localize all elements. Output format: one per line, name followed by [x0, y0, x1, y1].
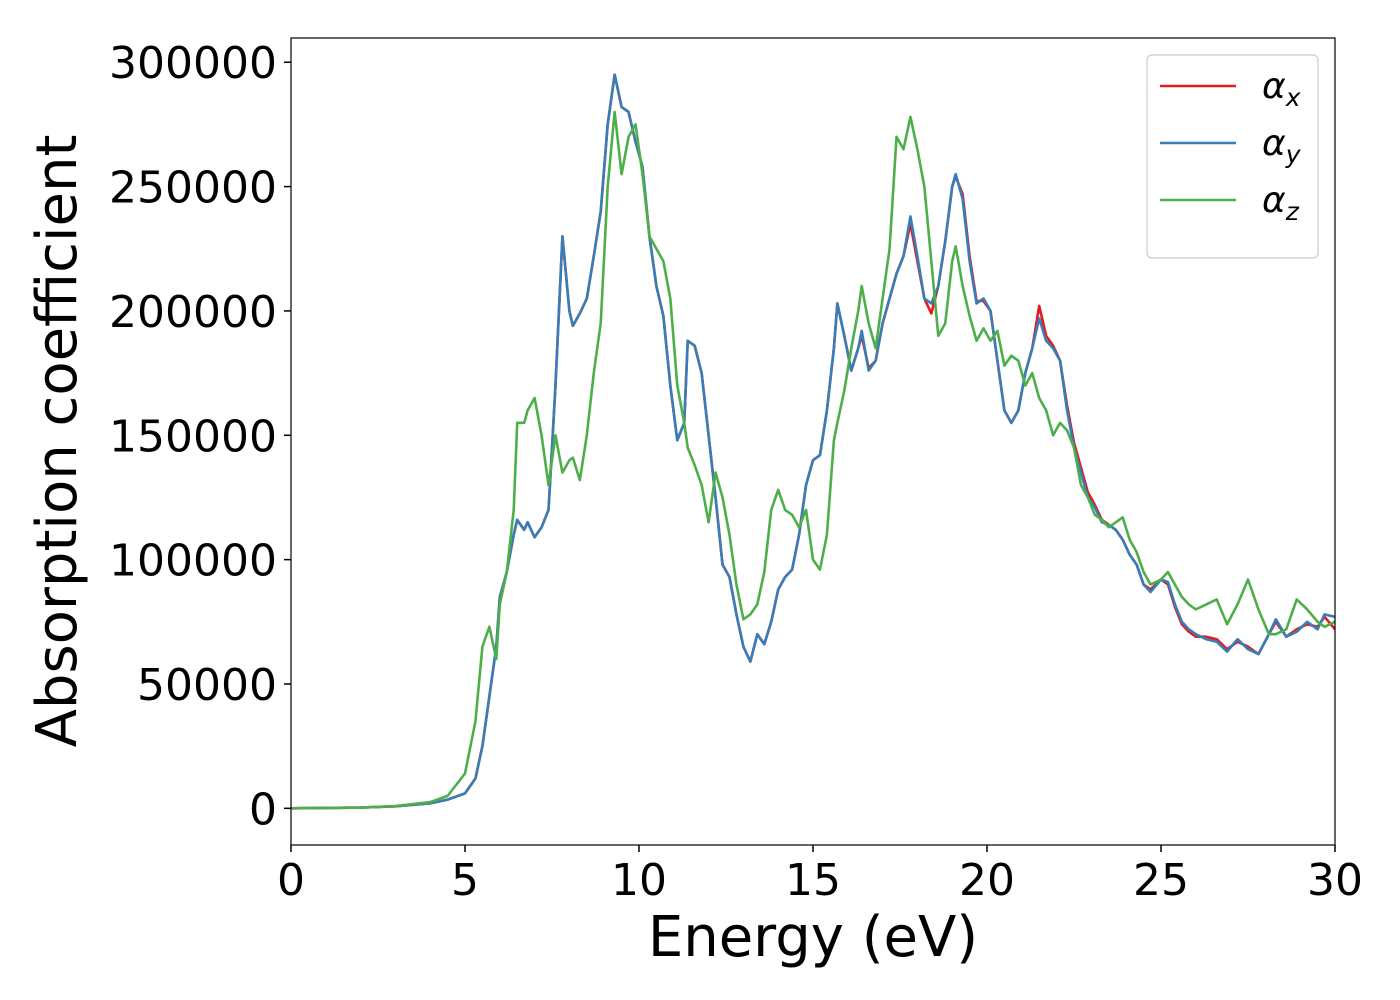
- x-tick-label: 5: [451, 855, 479, 906]
- series-line: [291, 110, 1335, 810]
- y-tick-label: 300000: [109, 38, 277, 89]
- x-tick-label: 0: [277, 855, 305, 906]
- plot-frame: [290, 37, 1336, 846]
- legend-label: αy: [1262, 123, 1302, 169]
- y-tick-label: 200000: [109, 287, 277, 338]
- y-tick-label: 50000: [137, 660, 277, 711]
- y-axis-label: Absorption coefficient: [25, 135, 90, 748]
- legend-label: αz: [1262, 180, 1300, 226]
- legend-label: αx: [1262, 66, 1301, 112]
- legend-box: [1146, 54, 1319, 259]
- x-tick-label: 20: [959, 855, 1015, 906]
- series-line: [291, 73, 1335, 810]
- x-axis-label: Energy (eV): [648, 905, 978, 970]
- x-tick-label: 10: [611, 855, 667, 906]
- x-tick-label: 25: [1133, 855, 1189, 906]
- y-tick-label: 250000: [109, 163, 277, 214]
- y-tick-label: 150000: [109, 411, 277, 462]
- x-tick-label: 30: [1307, 855, 1363, 906]
- y-tick-label: 100000: [109, 536, 277, 587]
- y-tick-label: 0: [249, 784, 277, 835]
- x-tick-label: 15: [785, 855, 841, 906]
